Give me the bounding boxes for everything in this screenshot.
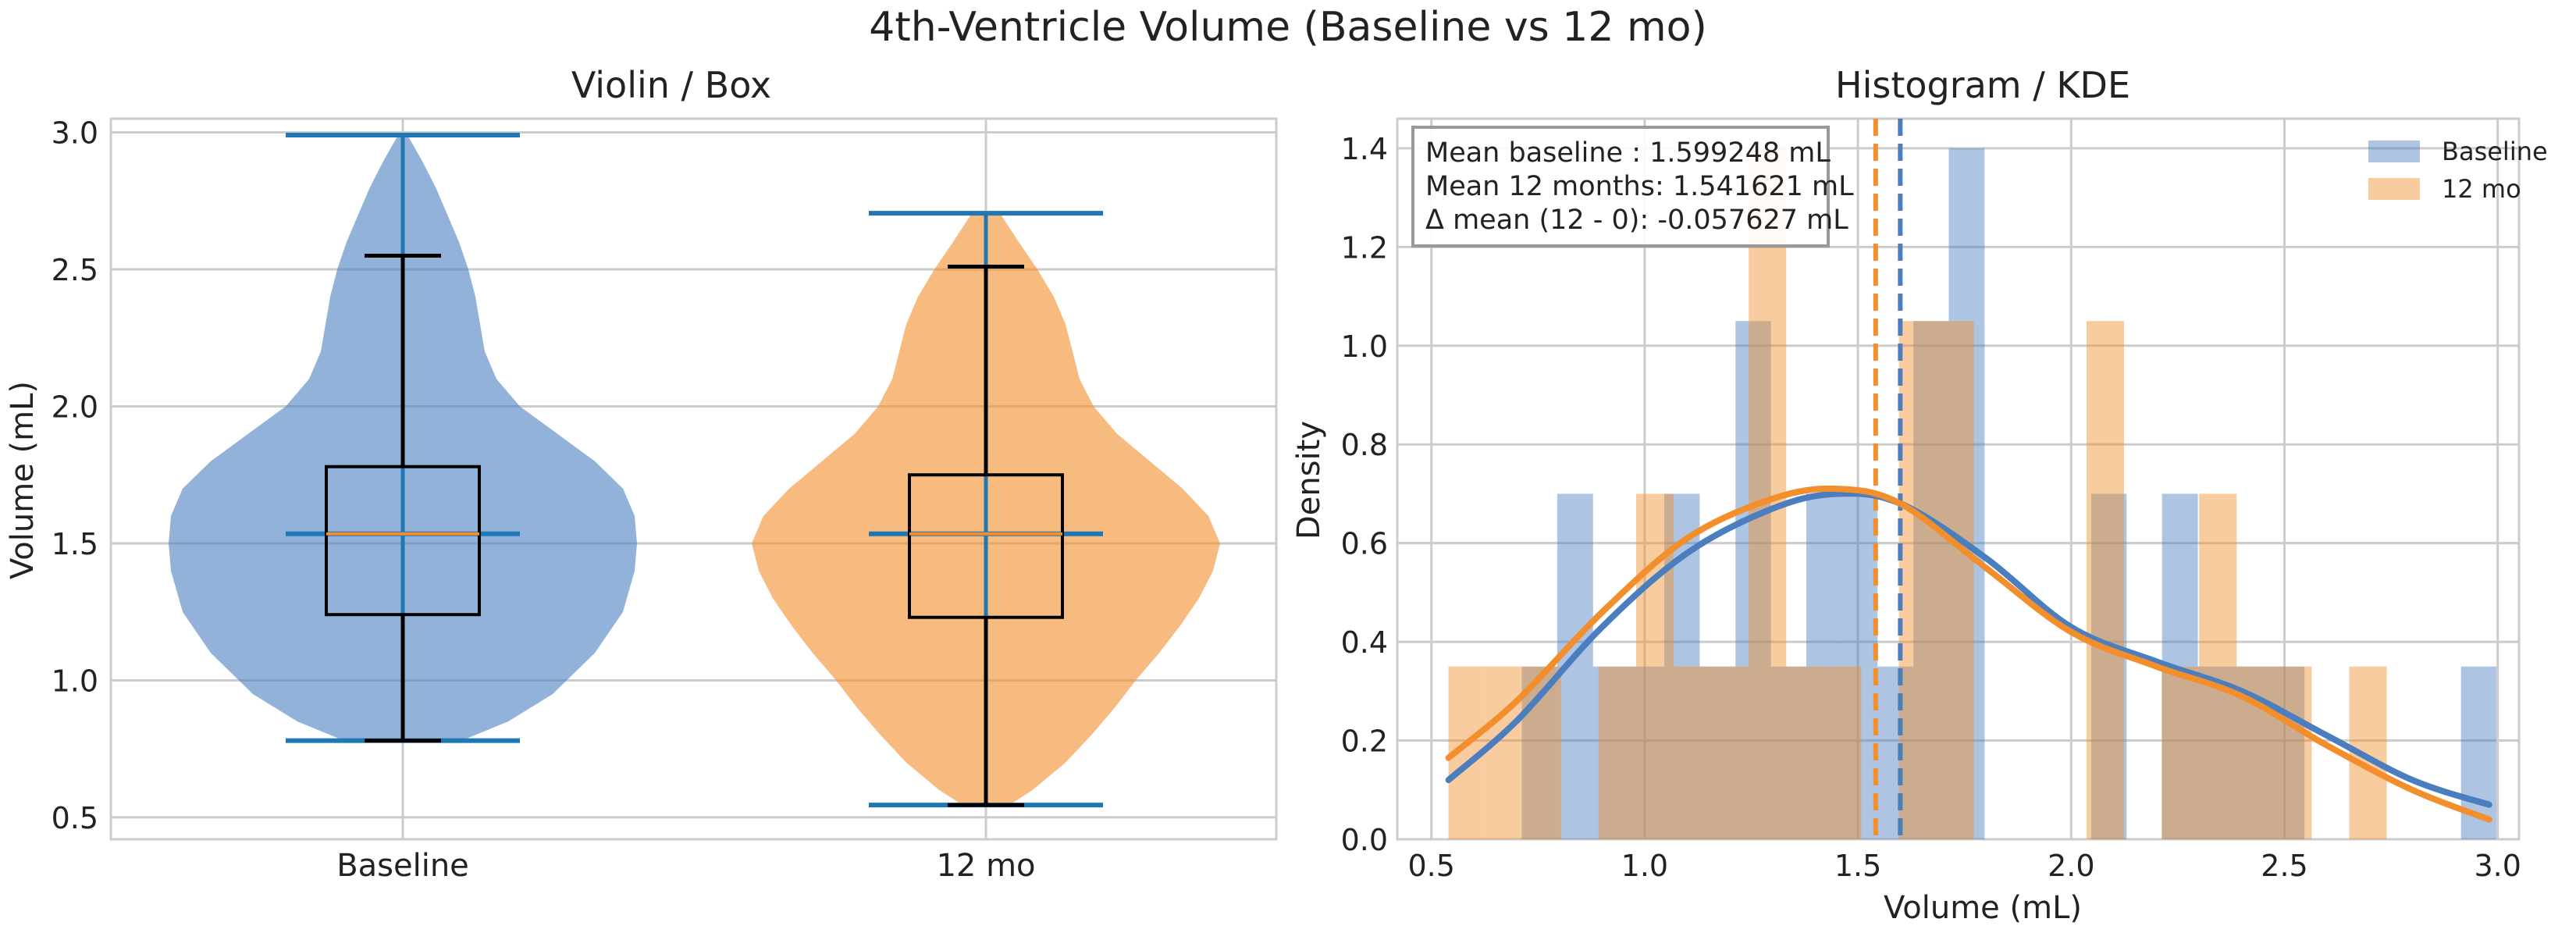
histogram-x-axis-label: Volume (mL) xyxy=(1884,890,2082,926)
histogram-x-tick-label: 1.5 xyxy=(1834,849,1881,883)
violin-y-tick-labels: 0.5 1.0 1.5 2.0 2.5 3.0 xyxy=(52,116,98,835)
kde-curves xyxy=(1445,485,2492,823)
histogram-bar-baseline xyxy=(1699,666,1736,839)
histogram-bar-baseline xyxy=(1735,321,1771,840)
histogram-bar-baseline xyxy=(1806,493,1842,839)
histogram-x-tick-labels: 0.5 1.0 1.5 2.0 2.5 3.0 xyxy=(1407,849,2521,883)
histogram-bar-12-mo xyxy=(1674,666,1712,839)
mean-lines xyxy=(1873,119,1903,839)
legend-swatch-12-mo xyxy=(2368,178,2420,200)
histogram-bar-baseline xyxy=(1628,666,1665,839)
histogram-kde-panel: Histogram / KDE 0.0 0.2 0.4 0.6 0.8 1.0 1.2 1.4… xyxy=(1291,64,2548,926)
kde-curve-12-mo xyxy=(1445,485,2492,823)
histogram-bar-baseline xyxy=(1841,493,1878,839)
histogram-bar-12-mo xyxy=(2274,666,2312,839)
histogram-bar-12-mo xyxy=(2199,493,2237,839)
histogram-bar-12-mo xyxy=(1711,666,1749,839)
histogram-bar-12-mo xyxy=(1635,493,1674,839)
legend-swatch-baseline xyxy=(2368,141,2420,162)
violin-y-tick-label: 3.0 xyxy=(52,116,98,151)
violin-x-tick-label: 12 mo xyxy=(936,848,1035,884)
annotation-delta-mean: Δ mean (12 - 0): -0.057627 mL xyxy=(1425,205,1848,236)
violin-y-axis-label: Volume (mL) xyxy=(5,381,41,579)
violin-x-tick-labels: Baseline 12 mo xyxy=(336,848,1035,884)
histogram-bar-12-mo xyxy=(1598,666,1636,839)
box-plots xyxy=(325,253,1064,807)
histogram-bar-baseline xyxy=(1592,666,1629,839)
histogram-y-tick-label: 1.0 xyxy=(1341,329,1388,364)
histogram-y-tick-label: 1.4 xyxy=(1341,132,1388,166)
histogram-bar-12-mo xyxy=(2086,321,2125,840)
violin-y-tick-label: 0.5 xyxy=(52,801,98,835)
annotation-mean-12-months: Mean 12 months: 1.541621 mL xyxy=(1425,171,1854,202)
histogram-bar-baseline xyxy=(2268,666,2305,839)
kde-curve-baseline xyxy=(1445,490,2492,808)
histogram-bar-12-mo xyxy=(1898,321,1937,840)
histogram-y-tick-label: 0.6 xyxy=(1341,527,1388,561)
histogram-bar-baseline xyxy=(2090,493,2127,839)
legend: Baseline 12 mo xyxy=(2368,137,2548,204)
histogram-panel-title: Histogram / KDE xyxy=(1835,64,2130,106)
violin-y-tick-label: 2.5 xyxy=(52,253,98,287)
histogram-bar-baseline xyxy=(1948,148,1985,839)
histogram-y-tick-label: 0.2 xyxy=(1341,725,1388,759)
histogram-x-tick-label: 3.0 xyxy=(2474,849,2521,883)
histogram-x-tick-label: 2.0 xyxy=(2048,849,2094,883)
histogram-plot-area xyxy=(1396,117,2521,841)
histogram-bar-baseline xyxy=(1913,321,1949,840)
histogram-bar-baseline xyxy=(1770,666,1806,839)
annotation-frame xyxy=(1411,126,1830,247)
histogram-bar-baseline xyxy=(1877,666,1914,839)
violin-y-tick-label: 2.0 xyxy=(52,390,98,424)
histogram-x-tick-label: 1.0 xyxy=(1621,849,1668,883)
histogram-bar-12-mo xyxy=(1823,666,1862,839)
violin-y-tick-label: 1.5 xyxy=(52,527,98,561)
histogram-bar-12-mo xyxy=(1786,666,1824,839)
violin-x-tick-label: Baseline xyxy=(336,848,469,884)
legend-label-12-mo: 12 mo xyxy=(2442,174,2521,204)
violin-y-tick-label: 1.0 xyxy=(52,664,98,698)
annotation-mean-baseline: Mean baseline : 1.599248 mL xyxy=(1425,137,1831,169)
mean-annotation-box: Mean baseline : 1.599248 mL Mean 12 mont… xyxy=(1411,126,1854,247)
histogram-x-tick-label: 2.5 xyxy=(2261,849,2307,883)
histogram-bar-12-mo xyxy=(2161,666,2200,839)
box-baseline xyxy=(325,465,481,617)
histogram-bar-12-mo xyxy=(1936,321,1974,840)
histogram-bar-baseline xyxy=(2197,666,2233,839)
histogram-y-tick-label: 0.4 xyxy=(1341,625,1388,660)
histogram-x-tick-label: 0.5 xyxy=(1407,849,1454,883)
figure-title: 4th-Ventricle Volume (Baseline vs 12 mo) xyxy=(869,4,1706,51)
histogram-bar-12-mo xyxy=(1485,666,1524,839)
histogram-y-tick-label: 0.8 xyxy=(1341,428,1388,462)
histogram-y-tick-label: 1.2 xyxy=(1341,230,1388,265)
violin-panel-title: Violin / Box xyxy=(571,64,771,106)
histogram-y-axis-label: Density xyxy=(1291,421,1327,539)
box-12-mo xyxy=(908,473,1064,619)
legend-label-baseline: Baseline xyxy=(2442,137,2548,166)
histogram-y-tick-label: 0.0 xyxy=(1341,823,1388,857)
histogram-y-tick-labels: 0.0 0.2 0.4 0.6 0.8 1.0 1.2 1.4 xyxy=(1341,132,1388,857)
violin-box-panel: Violin / Box 0.5 1.0 1.5 2.0 2.5 3.0 Baseline… xyxy=(5,64,1278,884)
histogram-bars xyxy=(1448,148,2497,840)
